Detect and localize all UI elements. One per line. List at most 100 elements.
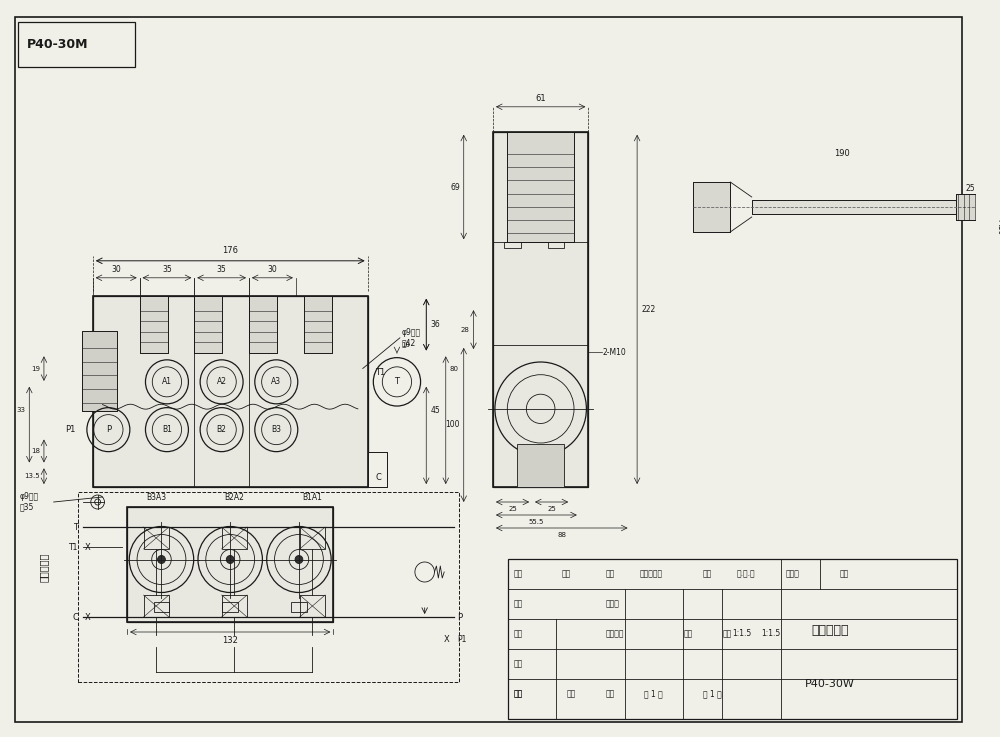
Text: B2: B2: [217, 425, 227, 434]
Bar: [154, 602, 169, 612]
Text: 33: 33: [16, 408, 25, 413]
Text: 28: 28: [461, 326, 470, 332]
Text: P1: P1: [457, 635, 466, 643]
Text: A2: A2: [217, 377, 227, 386]
Text: P: P: [457, 612, 462, 621]
Text: φ9通孔
高42: φ9通孔 高42: [402, 328, 421, 348]
Text: 55.5: 55.5: [529, 519, 544, 525]
Bar: [300, 527, 325, 549]
Bar: [144, 595, 169, 617]
Text: 30: 30: [111, 265, 121, 274]
Text: 35: 35: [217, 265, 226, 274]
Text: 132: 132: [222, 636, 238, 645]
Bar: [222, 602, 238, 612]
Text: 13.5: 13.5: [24, 473, 40, 479]
Text: 10: 10: [401, 343, 410, 349]
Text: 25: 25: [547, 506, 556, 512]
Circle shape: [226, 556, 234, 564]
Bar: [194, 296, 222, 354]
Text: 工艺: 工艺: [514, 690, 523, 699]
Bar: [82, 330, 117, 411]
Text: 分区: 分区: [605, 570, 615, 579]
Text: 阶段标记: 阶段标记: [605, 629, 624, 638]
Bar: [222, 527, 247, 549]
Text: T: T: [394, 377, 399, 386]
Text: 18: 18: [31, 448, 40, 454]
Bar: [291, 602, 307, 612]
Bar: [304, 296, 332, 354]
Bar: [78, 492, 459, 682]
Bar: [507, 132, 574, 242]
Text: 工艺: 工艺: [514, 690, 523, 699]
Bar: [507, 132, 574, 242]
Text: 100: 100: [445, 420, 460, 430]
Text: 25: 25: [966, 184, 975, 193]
Bar: [140, 296, 168, 354]
Text: A1: A1: [162, 377, 172, 386]
Bar: [752, 200, 956, 214]
Bar: [368, 452, 387, 487]
Circle shape: [295, 556, 303, 564]
Text: 190: 190: [834, 149, 849, 158]
Text: 共 1 张: 共 1 张: [644, 690, 663, 699]
Text: 年.月.日: 年.月.日: [737, 570, 756, 579]
Text: P1: P1: [65, 425, 75, 434]
Text: 69: 69: [450, 183, 460, 192]
Text: B2A2: B2A2: [224, 493, 244, 502]
Text: 三联多路阀: 三联多路阀: [811, 624, 849, 638]
Text: 液压原理图: 液压原理图: [39, 552, 49, 581]
Bar: [249, 296, 277, 354]
Text: 版本号: 版本号: [786, 570, 800, 579]
Bar: [752, 200, 956, 214]
Text: 标记: 标记: [514, 570, 523, 579]
Text: P: P: [106, 425, 111, 434]
Circle shape: [158, 556, 165, 564]
Bar: [93, 296, 368, 487]
Bar: [82, 330, 117, 411]
Bar: [548, 242, 564, 248]
Bar: [127, 507, 333, 622]
Text: P40-30M: P40-30M: [27, 38, 89, 52]
Text: 第 1 张: 第 1 张: [703, 690, 722, 699]
Text: 45: 45: [430, 405, 440, 415]
Bar: [93, 296, 368, 487]
Text: B3: B3: [271, 425, 281, 434]
Text: B1A1: B1A1: [302, 493, 322, 502]
Text: 35: 35: [162, 265, 172, 274]
Text: 30: 30: [268, 265, 277, 274]
Text: C: C: [72, 612, 78, 621]
Text: A3: A3: [271, 377, 281, 386]
Text: B3A3: B3A3: [146, 493, 166, 502]
Text: T1: T1: [69, 542, 78, 551]
Text: 61: 61: [535, 94, 546, 102]
Text: 222: 222: [641, 305, 655, 314]
Bar: [693, 182, 730, 232]
Bar: [493, 132, 588, 487]
Bar: [127, 507, 333, 622]
Text: X: X: [85, 542, 91, 551]
Text: 设计: 设计: [514, 599, 523, 609]
Bar: [194, 296, 222, 354]
Bar: [140, 296, 168, 354]
Text: X: X: [85, 612, 91, 621]
Text: 校对: 校对: [514, 629, 523, 638]
Bar: [144, 527, 169, 549]
Text: 88: 88: [557, 532, 566, 538]
Bar: [300, 595, 325, 617]
Bar: [249, 296, 277, 354]
Text: 1:1.5: 1:1.5: [761, 629, 781, 638]
Bar: [222, 595, 247, 617]
Bar: [493, 132, 588, 487]
Text: 双天文件号: 双天文件号: [639, 570, 663, 579]
Bar: [517, 444, 564, 487]
Text: X: X: [443, 635, 449, 643]
Bar: [508, 559, 957, 719]
Text: 类型: 类型: [840, 570, 849, 579]
Text: 80: 80: [450, 366, 459, 371]
Text: φ9通孔
高35: φ9通孔 高35: [20, 492, 39, 511]
Text: 批准: 批准: [566, 690, 575, 699]
Text: 审核: 审核: [514, 660, 523, 668]
Bar: [18, 22, 135, 67]
Text: 19: 19: [31, 366, 40, 371]
Text: M10: M10: [995, 219, 1000, 235]
